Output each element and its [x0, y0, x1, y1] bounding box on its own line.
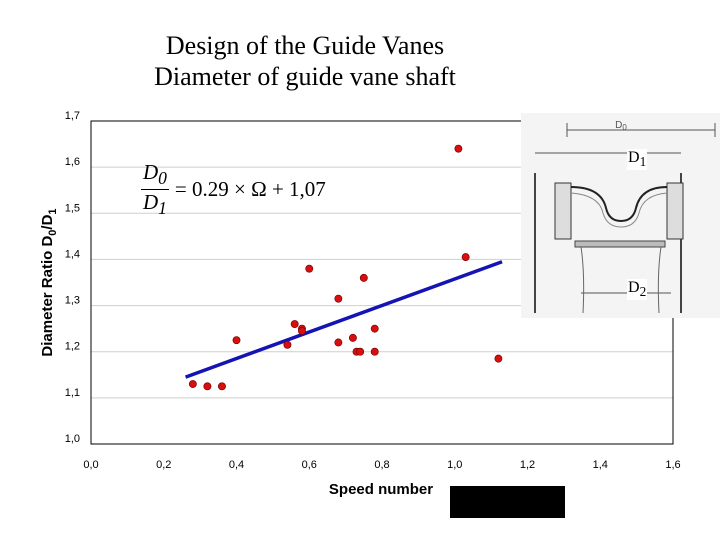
x-tick-label: 1,0 — [447, 459, 462, 471]
slide-title: Design of the Guide Vanes Diameter of gu… — [0, 30, 610, 92]
y-tick-label: 1,7 — [65, 110, 80, 122]
formula-denominator-sub: 1 — [158, 198, 167, 219]
x-tick-label: 0,0 — [83, 459, 98, 471]
label-d1: D1 — [627, 149, 648, 171]
data-point — [454, 144, 463, 153]
y-tick-label: 1,5 — [65, 202, 80, 214]
data-point — [203, 382, 212, 391]
data-points — [188, 144, 503, 391]
data-point — [356, 347, 365, 356]
x-tick-label: 0,6 — [302, 459, 317, 471]
data-point — [290, 320, 299, 328]
regression-formula: D0 D1 = 0.29 × Ω + 1,07 — [141, 160, 326, 219]
x-tick-label: 1,2 — [520, 459, 535, 471]
x-tick-label: 0,2 — [156, 459, 171, 471]
trendline — [184, 260, 503, 379]
guide-vane-diagram: D0 D1 D2 — [521, 113, 720, 318]
formula-rhs: = 0.29 × Ω + 1,07 — [174, 177, 326, 202]
data-point — [334, 338, 343, 347]
data-point — [305, 264, 314, 273]
y-axis-label: Diameter Ratio D0/D1 — [39, 208, 59, 356]
x-tick-label: 0,4 — [229, 459, 244, 471]
data-point — [283, 340, 292, 349]
redaction-box — [450, 486, 565, 518]
data-point — [370, 347, 379, 356]
title-line-2: Diameter of guide vane shaft — [154, 62, 456, 91]
data-point — [359, 273, 368, 282]
data-point — [494, 354, 503, 363]
formula-numerator: D — [143, 160, 159, 184]
y-tick-label: 1,0 — [65, 433, 80, 445]
formula-numerator-sub: 0 — [158, 168, 167, 189]
x-tick-label: 0,8 — [374, 459, 389, 471]
data-point — [217, 382, 226, 391]
x-axis-label: Speed number — [329, 481, 433, 498]
data-point — [370, 324, 379, 333]
data-point — [298, 327, 306, 335]
data-point — [232, 336, 241, 345]
inset-top-label: D0 — [615, 120, 627, 132]
label-d2: D2 — [627, 279, 648, 301]
data-point — [188, 380, 197, 388]
data-point — [348, 333, 357, 342]
data-point — [461, 253, 470, 262]
formula-denominator: D — [143, 190, 159, 215]
guide-vane-drawing: D0 — [534, 120, 716, 314]
title-line-1: Design of the Guide Vanes — [165, 31, 445, 60]
y-tick-label: 1,3 — [65, 295, 80, 307]
y-tick-label: 1,6 — [65, 156, 80, 168]
data-point — [334, 294, 343, 303]
x-tick-label: 1,4 — [593, 459, 608, 471]
y-tick-label: 1,2 — [65, 341, 80, 353]
x-tick-label: 1,6 — [665, 459, 680, 471]
axis-ticks: 1,0 1,1 1,2 1,3 1,4 1,5 1,6 1,7 0,0 0,2 0,4 0,6 0,8 1… — [65, 110, 681, 471]
y-tick-label: 1,1 — [65, 387, 80, 399]
y-tick-label: 1,4 — [65, 248, 80, 260]
formula-fraction: D0 D1 — [141, 160, 169, 219]
